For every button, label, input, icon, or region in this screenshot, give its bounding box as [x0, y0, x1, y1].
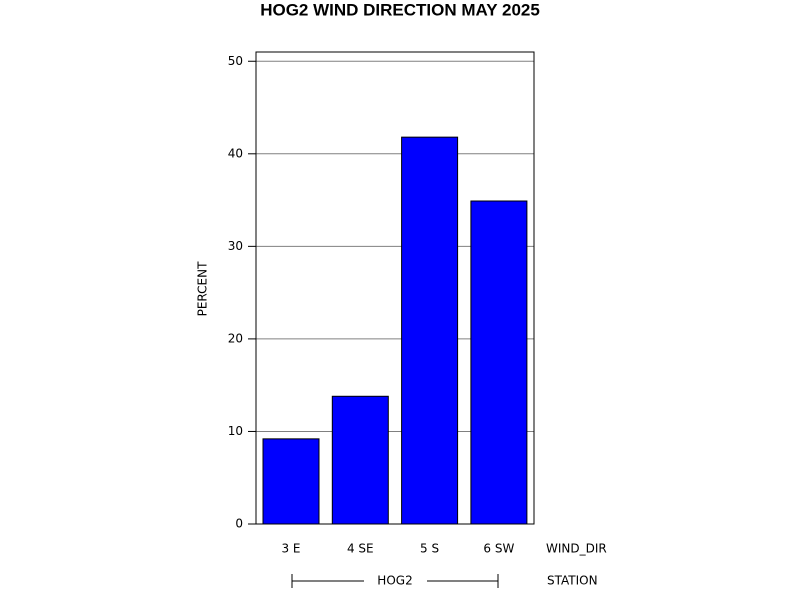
group-label: HOG2 — [377, 574, 412, 588]
y-tick-label: 20 — [228, 331, 243, 345]
plot-frame — [255, 51, 535, 525]
y-tick-label: 40 — [228, 146, 243, 160]
x-tick-label: 4 SE — [347, 542, 374, 556]
bar — [470, 200, 528, 525]
bar — [331, 395, 389, 525]
x-tick-label: 3 E — [281, 542, 300, 556]
y-tick-label: 50 — [228, 54, 243, 68]
chart-title: HOG2 WIND DIRECTION MAY 2025 — [260, 0, 540, 19]
y-axis-label: PERCENT — [196, 261, 210, 316]
group-axis-label: STATION — [547, 574, 598, 588]
bar — [401, 136, 459, 525]
y-tick-label: 10 — [228, 424, 243, 438]
bar — [262, 438, 320, 525]
x-tick-label: 5 S — [420, 542, 439, 556]
x-axis-label: WIND_DIR — [546, 542, 607, 556]
x-tick-label: 6 SW — [483, 542, 514, 556]
y-tick-label: 0 — [235, 517, 243, 531]
y-tick-label: 30 — [228, 239, 243, 253]
